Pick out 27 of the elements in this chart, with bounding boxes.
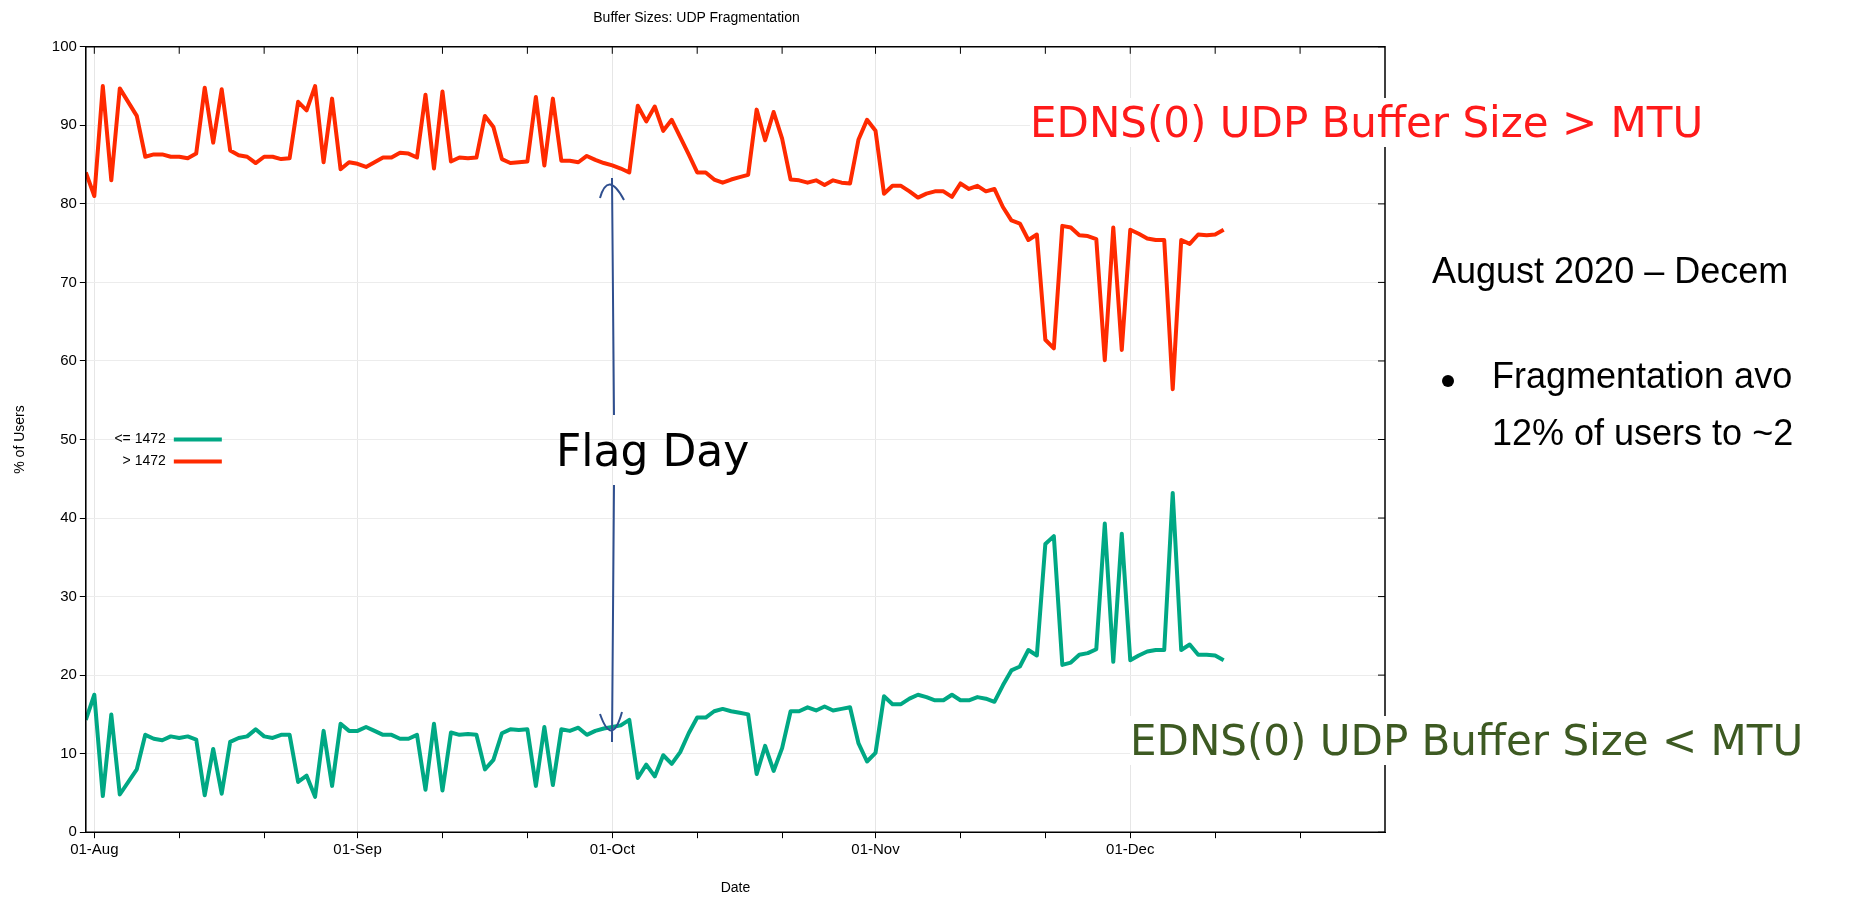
chart-title: Buffer Sizes: UDP Fragmentation: [593, 9, 800, 26]
legend-label: > 1472: [122, 452, 167, 469]
y-tick-label: 60: [60, 351, 77, 369]
x-tick-label: 01-Nov: [851, 840, 901, 858]
text: 12% of users to ~2: [1492, 412, 1794, 454]
x-tick-label: 01-Oct: [589, 840, 636, 858]
y-tick-label: 90: [60, 115, 77, 133]
y-tick-label: 70: [60, 272, 77, 290]
y-tick-label: 50: [60, 429, 77, 447]
annotation: EDNS(0) UDP Buffer Size < MTU: [1130, 716, 1804, 765]
text: Fragmentation avo: [1492, 355, 1793, 397]
x-tick-label: 01-Aug: [70, 840, 119, 858]
y-tick-label: 30: [60, 586, 77, 604]
y-tick-label: 0: [68, 822, 77, 840]
y-tick-label: 40: [60, 508, 77, 526]
x-tick-label: 01-Sep: [333, 840, 382, 858]
annotation: Flag Day: [556, 425, 750, 476]
y-tick-label: 10: [60, 743, 77, 761]
y-axis-title: % of Users: [11, 405, 28, 474]
legend-label: <= 1472: [114, 430, 167, 447]
x-tick-label: 01-Dec: [1106, 840, 1155, 858]
x-axis-title: Date: [720, 879, 751, 896]
y-tick-label: 20: [60, 665, 77, 683]
text: August 2020 – Decem: [1432, 250, 1789, 292]
y-tick-label: 100: [51, 36, 77, 54]
y-tick-label: 80: [60, 194, 77, 212]
annotation: EDNS(0) UDP Buffer Size > MTU: [1030, 98, 1704, 147]
